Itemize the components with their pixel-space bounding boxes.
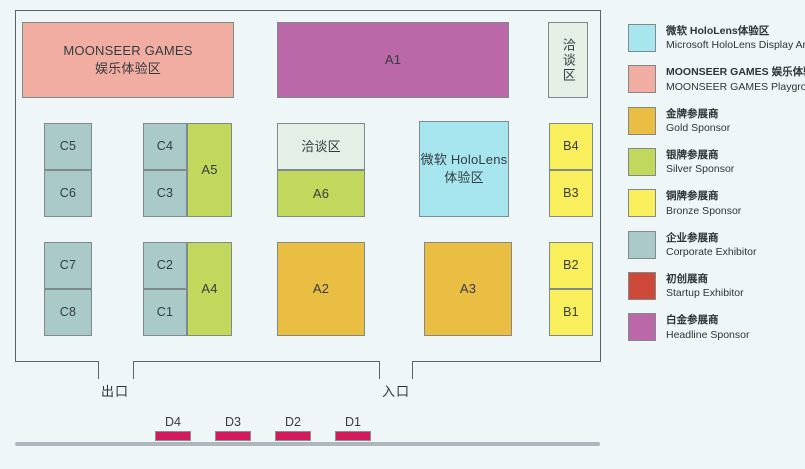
booth-a3[interactable]: A3	[424, 242, 512, 336]
legend-swatch-icon	[628, 189, 656, 218]
legend-label-en: Startup Exhibitor	[666, 287, 744, 300]
d-marker-label-d4: D4	[165, 415, 181, 429]
legend-label-en: Microsoft HoloLens Display Area	[666, 39, 805, 52]
booth-b2[interactable]: B2	[549, 242, 593, 289]
booth-c4[interactable]: C4	[143, 123, 187, 170]
entrance-jamb-left	[379, 361, 380, 379]
booth-a4[interactable]: A4	[187, 242, 232, 336]
legend-label-en: Gold Sponsor	[666, 121, 731, 134]
legend-label-cn: MOONSEER GAMES 娱乐体验区	[666, 66, 805, 79]
legend-item-bronze: 铜牌参展商 Bronze Sponsor	[628, 189, 800, 218]
legend-swatch-icon	[628, 24, 656, 52]
booth-b1[interactable]: B1	[549, 289, 593, 336]
hall-edge-left	[15, 10, 16, 362]
legend: 微软 HoloLens体验区 Microsoft HoloLens Displa…	[628, 24, 805, 355]
booth-label-line2: 娱乐体验区	[94, 61, 161, 76]
legend-label-en: Headline Sponsor	[666, 328, 750, 341]
legend-swatch-icon	[628, 106, 656, 135]
booth-c7[interactable]: C7	[44, 242, 92, 289]
booth-talk-mid[interactable]: 洽谈区	[277, 123, 365, 170]
d-marker-label-d1: D1	[345, 415, 361, 429]
legend-label-cn: 金牌参展商	[666, 107, 719, 120]
hall-edge-bottom-1	[15, 361, 99, 362]
legend-label-en: Corporate Exhibitor	[666, 245, 757, 258]
legend-label-en: Bronze Sponsor	[666, 204, 742, 217]
legend-item-corporate: 企业参展商 Corporate Exhibitor	[628, 230, 800, 259]
booth-hololens[interactable]: 微软 HoloLens 体验区	[419, 121, 509, 217]
legend-item-headline: 白金参展商 Headline Sponsor	[628, 313, 800, 342]
legend-label-cn: 铜牌参展商	[666, 190, 719, 203]
legend-item-silver: 银牌参展商 Silver Sponsor	[628, 148, 800, 177]
legend-swatch-icon	[628, 148, 656, 177]
d-marker-bar-d2[interactable]	[275, 431, 311, 441]
legend-item-gold: 金牌参展商 Gold Sponsor	[628, 106, 800, 135]
legend-item-startup: 初创展商 Startup Exhibitor	[628, 272, 800, 301]
d-marker-bar-d4[interactable]	[155, 431, 191, 441]
booth-c8[interactable]: C8	[44, 289, 92, 336]
d-marker-label-d3: D3	[225, 415, 241, 429]
booth-c6[interactable]: C6	[44, 170, 92, 217]
booth-moonseer-games[interactable]: MOONSEER GAMES 娱乐体验区	[22, 22, 234, 98]
legend-item-hololens: 微软 HoloLens体验区 Microsoft HoloLens Displa…	[628, 24, 805, 52]
legend-swatch-icon	[628, 272, 656, 301]
booth-label-line1: MOONSEER GAMES	[63, 43, 193, 59]
exit-jamb-right	[133, 361, 134, 379]
hall-edge-top	[15, 10, 601, 11]
legend-label-cn: 微软 HoloLens体验区	[666, 25, 770, 37]
legend-label-en: MOONSEER GAMES Playground	[666, 80, 805, 93]
exit-jamb-left	[98, 361, 99, 379]
legend-item-moonseer: MOONSEER GAMES 娱乐体验区 MOONSEER GAMES Play…	[628, 65, 805, 94]
legend-label-cn: 白金参展商	[666, 314, 719, 327]
hall-edge-right	[600, 10, 601, 362]
d-marker-bar-d1[interactable]	[335, 431, 371, 441]
door-label-exit: 出口	[101, 384, 130, 399]
d-marker-bar-d3[interactable]	[215, 431, 251, 441]
booth-a2[interactable]: A2	[277, 242, 365, 336]
booth-label-line1: 微软 HoloLens	[420, 152, 508, 168]
legend-swatch-icon	[628, 313, 656, 342]
booth-c1[interactable]: C1	[143, 289, 187, 336]
booth-b3[interactable]: B3	[549, 170, 593, 217]
booth-a6[interactable]: A6	[277, 170, 365, 217]
legend-label-cn: 企业参展商	[666, 231, 719, 244]
legend-label-cn: 初创展商	[666, 273, 708, 286]
door-label-entrance: 入口	[382, 384, 411, 399]
legend-swatch-icon	[628, 65, 656, 94]
booth-c3[interactable]: C3	[143, 170, 187, 217]
booth-c5[interactable]: C5	[44, 123, 92, 170]
legend-swatch-icon	[628, 230, 656, 259]
entrance-jamb-right	[412, 361, 413, 379]
booth-label-line2: 体验区	[444, 170, 484, 185]
booth-a5[interactable]: A5	[187, 123, 232, 217]
booth-b4[interactable]: B4	[549, 123, 593, 170]
legend-label-en: Silver Sponsor	[666, 163, 735, 176]
hall-edge-bottom-2	[133, 361, 380, 362]
hall-edge-bottom-3	[412, 361, 601, 362]
legend-label-cn: 银牌参展商	[666, 149, 719, 162]
booth-a1[interactable]: A1	[277, 22, 509, 98]
booth-c2[interactable]: C2	[143, 242, 187, 289]
booth-talk-right[interactable]: 洽谈区	[548, 22, 588, 98]
street-baseline	[15, 442, 600, 446]
d-marker-label-d2: D2	[285, 415, 301, 429]
